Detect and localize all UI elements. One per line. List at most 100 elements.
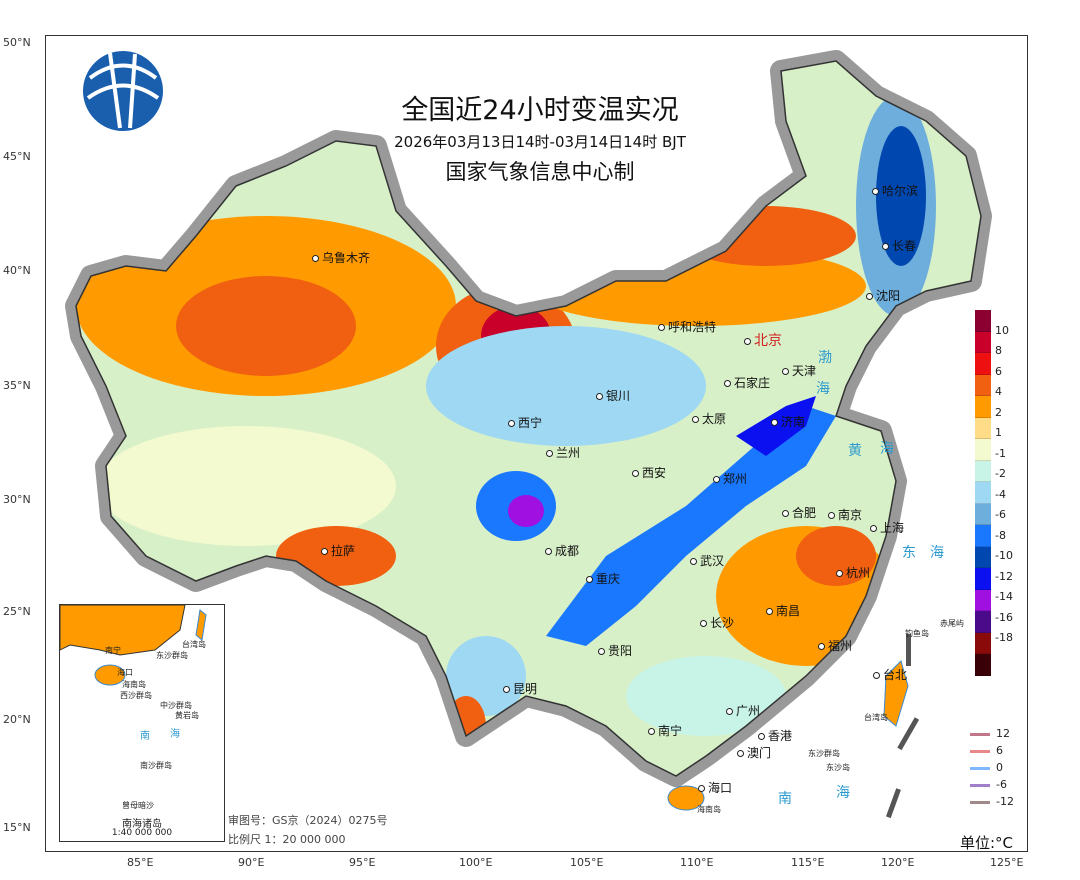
city-name: 石家庄 <box>734 376 771 390</box>
city-name: 南京 <box>838 508 863 522</box>
colorbar-swatch <box>975 589 991 611</box>
island-label: 海南岛 <box>697 805 721 814</box>
isotherm-label: -6 <box>996 778 1007 791</box>
city-name: 南昌 <box>776 604 801 618</box>
colorbar-swatch <box>975 417 991 439</box>
colorbar-swatch <box>975 460 991 482</box>
colorbar-swatch <box>975 353 991 375</box>
colorbar-swatch <box>975 503 991 525</box>
city-label: 天津 <box>782 362 816 379</box>
lon-tick-label: 125°E <box>990 856 1024 869</box>
city-marker-icon <box>870 525 877 532</box>
colorbar-label: 4 <box>995 385 1002 398</box>
city-label: 杭州 <box>836 564 870 581</box>
map-frame <box>45 35 1028 852</box>
isotherm-line-swatch <box>970 732 990 736</box>
city-name: 太原 <box>702 412 727 426</box>
city-label: 济南 <box>771 413 805 430</box>
city-name: 哈尔滨 <box>882 184 919 198</box>
city-marker-icon <box>713 476 720 483</box>
city-marker-icon <box>508 420 515 427</box>
lon-tick-label: 120°E <box>881 856 915 869</box>
lat-tick-label: 50°N <box>3 36 31 49</box>
colorbar-swatch <box>975 525 991 547</box>
city-label: 银川 <box>596 387 630 404</box>
city-name: 重庆 <box>596 572 621 586</box>
colorbar-label: 1 <box>995 426 1002 439</box>
colorbar-label: -6 <box>995 508 1006 521</box>
city-marker-icon <box>586 576 593 583</box>
city-label: 石家庄 <box>724 374 770 391</box>
lon-tick-label: 95°E <box>349 856 376 869</box>
colorbar-label: 8 <box>995 344 1002 357</box>
city-marker-icon <box>818 643 825 650</box>
lat-tick-label: 30°N <box>3 493 31 506</box>
colorbar-swatch <box>975 632 991 654</box>
city-name: 长春 <box>892 239 917 253</box>
city-name: 贵阳 <box>608 644 633 658</box>
inset-label: 东沙群岛 <box>156 651 188 660</box>
isotherm-line-swatch <box>970 766 990 770</box>
lat-tick-label: 35°N <box>3 379 31 392</box>
lat-tick-label: 45°N <box>3 150 31 163</box>
colorbar <box>975 310 991 676</box>
south-china-sea-inset: 台湾岛 东沙群岛 西沙群岛 中沙群岛 南沙群岛 海南岛 海口 南宁 黄岩岛 曾母… <box>59 604 225 842</box>
city-name: 成都 <box>555 544 580 558</box>
sea-label: 海 <box>836 785 850 801</box>
city-name: 昆明 <box>513 682 538 696</box>
isotherm-label: -12 <box>996 795 1014 808</box>
city-marker-icon <box>596 393 603 400</box>
unit-label: 单位:°C <box>960 834 1014 852</box>
city-marker-icon <box>737 750 744 757</box>
taiwan-island <box>883 660 909 727</box>
island-label: 钓鱼岛 <box>905 629 929 638</box>
map-title: 全国近24小时变温实况 <box>401 95 679 126</box>
city-label: 澳门 <box>737 744 771 761</box>
colorbar-swatch <box>975 396 991 418</box>
colorbar-swatch <box>975 374 991 396</box>
city-label: 兰州 <box>546 444 580 461</box>
city-name: 广州 <box>736 704 761 718</box>
city-label: 上海 <box>870 519 904 536</box>
hainan-island <box>667 785 705 811</box>
colorbar-swatch <box>975 482 991 504</box>
city-name: 拉萨 <box>331 544 356 558</box>
colorbar-swatch <box>975 331 991 353</box>
lat-tick-label: 25°N <box>3 605 31 618</box>
temperature-change-map <box>46 36 1028 819</box>
city-label: 西宁 <box>508 414 542 431</box>
city-marker-icon <box>828 512 835 519</box>
inset-label: 台湾岛 <box>182 640 206 649</box>
sea-label: 海 <box>816 381 830 397</box>
city-label: 沈阳 <box>866 287 900 304</box>
city-name: 济南 <box>781 415 806 429</box>
isotherm-line-swatch <box>970 783 990 787</box>
city-marker-icon <box>744 338 751 345</box>
sea-label: 海 <box>930 545 944 561</box>
isotherm-line-swatch <box>970 800 990 804</box>
city-marker-icon <box>692 416 699 423</box>
inset-title: 南海诸岛 <box>122 819 162 830</box>
colorbar-label: -12 <box>995 569 1013 583</box>
city-marker-icon <box>726 708 733 715</box>
inset-sea-label: 海 <box>170 729 180 740</box>
city-name: 银川 <box>606 389 631 403</box>
city-name: 杭州 <box>846 566 871 580</box>
city-name: 福州 <box>828 639 853 653</box>
colorbar-swatch <box>975 611 991 633</box>
inset-label: 曾母暗沙 <box>122 801 154 810</box>
city-name: 上海 <box>880 521 905 535</box>
city-name: 西安 <box>642 466 667 480</box>
sea-label: 东 <box>902 545 916 561</box>
cma-logo <box>83 51 163 131</box>
city-marker-icon <box>598 648 605 655</box>
city-marker-icon <box>766 608 773 615</box>
city-label: 广州 <box>726 702 760 719</box>
city-label: 合肥 <box>782 504 816 521</box>
city-label: 成都 <box>545 542 579 559</box>
colorbar-label: -2 <box>995 467 1006 480</box>
city-marker-icon <box>866 293 873 300</box>
sea-label: 黄 <box>848 443 862 459</box>
city-label: 长春 <box>882 237 916 254</box>
city-label: 贵阳 <box>598 642 632 659</box>
